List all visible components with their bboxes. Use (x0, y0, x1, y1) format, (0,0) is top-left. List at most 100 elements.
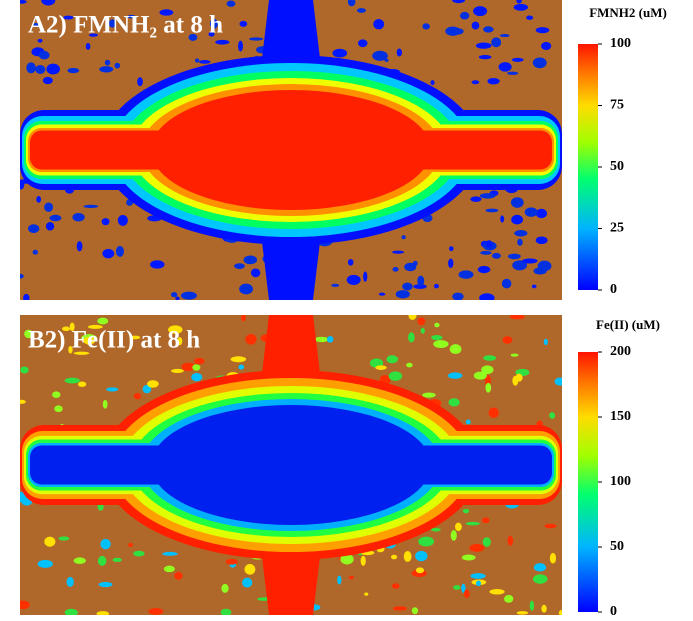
colorbar (578, 352, 598, 612)
pore (104, 59, 111, 66)
pore (117, 214, 128, 226)
pore (391, 554, 398, 560)
pore (99, 66, 114, 73)
pore (477, 265, 491, 274)
pore (133, 393, 142, 400)
pore (163, 565, 175, 573)
pore (513, 3, 529, 11)
pore (375, 365, 387, 370)
pore (114, 62, 121, 69)
pore (54, 405, 63, 413)
pore (531, 284, 537, 289)
pore (447, 372, 463, 379)
pore (481, 365, 494, 375)
pore (142, 384, 152, 394)
pore (469, 543, 485, 552)
pore (20, 399, 26, 404)
pore (180, 291, 197, 300)
pore (395, 290, 410, 299)
pore (102, 248, 115, 259)
pore (514, 229, 528, 237)
pore (462, 508, 470, 514)
pore (401, 235, 406, 240)
pore (406, 362, 413, 368)
pore (544, 523, 557, 529)
pore (422, 392, 436, 398)
tick-label: 100 (610, 474, 631, 489)
pore (543, 338, 548, 346)
pore (168, 325, 183, 334)
pore (491, 252, 501, 259)
pore (66, 576, 74, 587)
pore (36, 196, 42, 203)
pore (483, 26, 494, 33)
pore (485, 208, 499, 213)
pore (408, 315, 417, 320)
pore (522, 258, 538, 264)
pore (558, 609, 562, 615)
pore (177, 337, 183, 346)
pore (194, 58, 200, 63)
pore (465, 419, 471, 425)
pore (364, 592, 369, 596)
colorbar (578, 44, 598, 290)
pore (239, 20, 248, 27)
pore (226, 0, 236, 7)
pore (448, 27, 464, 35)
pore (208, 31, 215, 37)
pore (482, 537, 491, 547)
pore (23, 293, 30, 300)
pore (461, 583, 466, 593)
pore (234, 263, 245, 270)
pore (473, 371, 487, 380)
pore (507, 253, 521, 260)
colorbar-label: FMNH2 (uM) (589, 5, 667, 20)
pore (147, 380, 159, 388)
pore (386, 355, 398, 364)
pore (108, 19, 117, 28)
pore (244, 564, 256, 575)
pore (238, 40, 243, 52)
pore (87, 324, 103, 329)
pore (150, 260, 165, 269)
pore (24, 329, 33, 339)
pore (535, 208, 548, 219)
pore (507, 535, 514, 546)
tick-label: 150 (610, 409, 631, 424)
pore (85, 43, 91, 50)
pore (378, 292, 386, 296)
colorbar-label: Fe(II) (uM) (596, 317, 660, 332)
pore (37, 38, 43, 43)
pore (554, 377, 562, 386)
pore (411, 607, 419, 615)
pore (373, 19, 385, 30)
pore (26, 62, 36, 74)
plume-band (30, 130, 552, 170)
tick-label: 50 (610, 539, 624, 554)
pore (97, 555, 107, 566)
pore (181, 362, 196, 372)
pore (512, 260, 527, 271)
pore (463, 589, 470, 599)
pore (417, 275, 425, 287)
pore (174, 571, 183, 580)
pore (388, 371, 403, 381)
pore (529, 600, 535, 611)
pore (61, 326, 71, 332)
pore (106, 387, 119, 392)
pore (192, 364, 201, 371)
pore (32, 249, 39, 255)
pore (471, 21, 480, 30)
tick-label: 200 (610, 344, 631, 359)
pore (130, 335, 141, 340)
pore (35, 64, 46, 74)
tick-label: 50 (610, 159, 624, 174)
pore (44, 202, 54, 212)
pore (431, 334, 443, 341)
pore (453, 585, 461, 590)
pore (475, 580, 481, 587)
pore (188, 33, 198, 41)
pore (220, 608, 232, 615)
pore (465, 521, 480, 526)
pore (448, 398, 460, 407)
